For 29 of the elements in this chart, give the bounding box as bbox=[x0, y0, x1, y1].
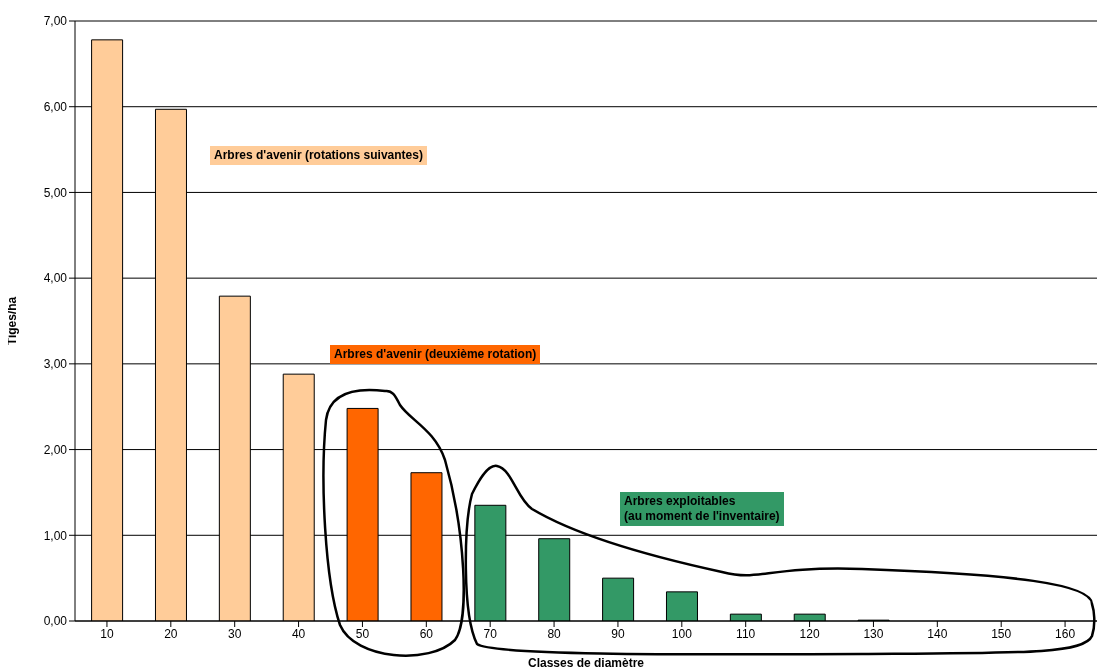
annotation: Arbres d'avenir (deuxième rotation) bbox=[330, 345, 541, 364]
x-tick-label: 100 bbox=[671, 626, 693, 641]
annotation: Arbres d'avenir (rotations suivantes) bbox=[210, 146, 427, 165]
y-tick-label: 2,00 bbox=[43, 442, 68, 457]
x-tick-label: 40 bbox=[291, 626, 306, 641]
y-tick-label: 0,00 bbox=[43, 614, 68, 629]
x-tick-label: 120 bbox=[799, 626, 820, 641]
x-tick-label: 130 bbox=[863, 626, 884, 641]
y-tick-label: 1,00 bbox=[43, 528, 68, 543]
x-tick-label: 20 bbox=[164, 626, 178, 641]
x-tick-label: 140 bbox=[927, 626, 948, 641]
x-tick-label: 80 bbox=[547, 626, 562, 641]
annotation: Arbres exploitables (au moment de l'inventaire) bbox=[620, 492, 784, 526]
y-tick-label: 5,00 bbox=[43, 185, 68, 200]
x-tick-label: 90 bbox=[611, 626, 625, 641]
y-tick-label: 7,00 bbox=[43, 14, 68, 29]
y-axis-title: Tiges/ha bbox=[5, 296, 20, 346]
x-tick-label: 50 bbox=[355, 626, 370, 641]
x-tick-label: 10 bbox=[100, 626, 114, 641]
x-tick-label: 70 bbox=[483, 626, 498, 641]
x-tick-label: 160 bbox=[1055, 626, 1076, 641]
x-tick-label: 110 bbox=[736, 626, 756, 641]
x-tick-label: 30 bbox=[228, 626, 242, 641]
y-tick-label: 6,00 bbox=[43, 99, 68, 114]
x-axis-title: Classes de diamètre bbox=[527, 656, 645, 669]
x-tick-label: 60 bbox=[419, 626, 434, 641]
y-tick-label: 4,00 bbox=[43, 271, 68, 286]
x-tick-label: 150 bbox=[991, 626, 1012, 641]
y-tick-label: 3,00 bbox=[43, 357, 68, 372]
